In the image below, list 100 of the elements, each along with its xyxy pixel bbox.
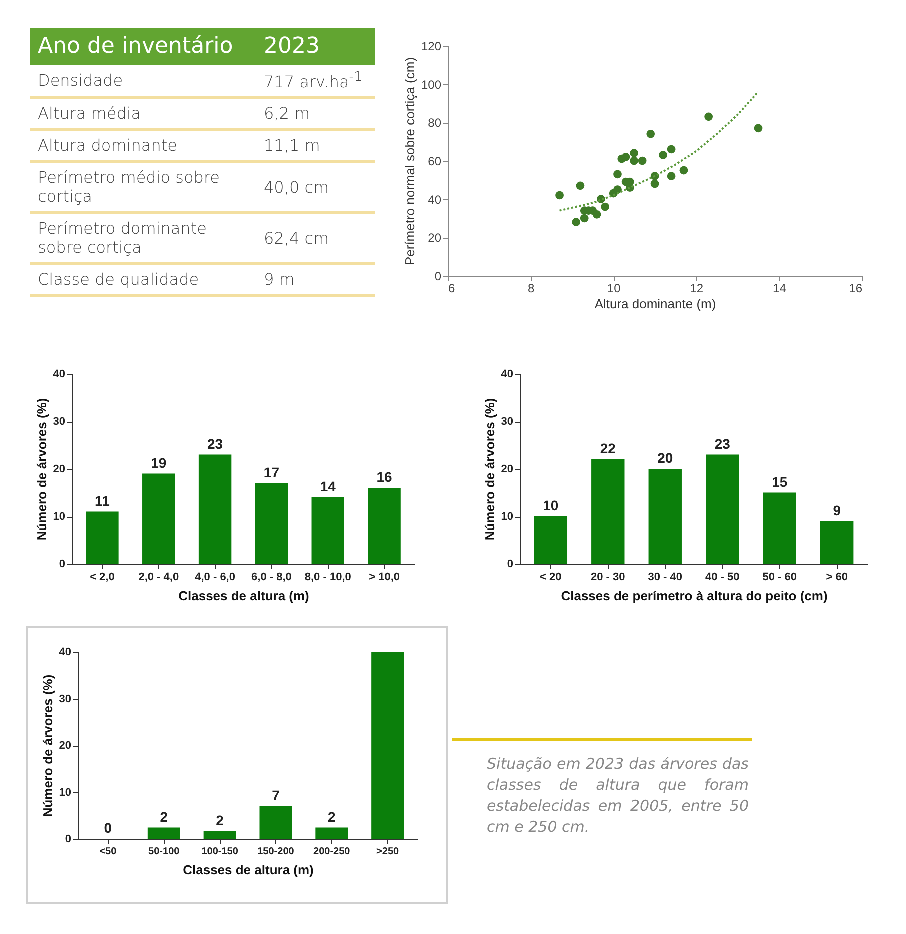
y-tick-label: 100 — [421, 78, 442, 92]
point — [667, 172, 676, 181]
x-axis-title: Classes de altura (m) — [178, 588, 310, 604]
x-tick-label: > 60 — [826, 572, 848, 584]
point — [614, 186, 622, 194]
y-tick-label: 10 — [59, 786, 72, 799]
x-tick-label: 4,0 - 6,0 — [195, 572, 236, 584]
point — [580, 214, 589, 223]
text: Perímetro médio sobre cortiça — [30, 162, 256, 213]
bar — [142, 474, 176, 564]
x-tick-label: 50-100 — [148, 846, 180, 858]
y-tick-label: 40 — [53, 368, 66, 380]
x-tick-label: >250 — [376, 846, 400, 858]
y-tick-label: 20 — [59, 740, 72, 752]
y-tick-label: 0 — [65, 834, 72, 846]
y-tick-label: 40 — [501, 368, 514, 380]
data-label: 16 — [376, 469, 393, 485]
data-label: 0 — [104, 820, 112, 836]
x-axis-title: Altura dominante (m) — [594, 296, 716, 312]
x-tick-label: 10 — [607, 282, 622, 296]
text: 9 m — [256, 264, 375, 296]
data-label: 2 — [216, 812, 224, 829]
y-tick-label: 80 — [428, 116, 442, 130]
x-tick-label: 40 - 50 — [705, 572, 740, 584]
point — [754, 124, 763, 133]
point — [650, 180, 660, 188]
y-axis-title: Número de árvores (%) — [34, 398, 50, 541]
x-tick-label: <50 — [100, 846, 118, 858]
data-label: 2 — [328, 808, 336, 825]
y-tick-label: 0 — [434, 270, 442, 284]
bar — [820, 521, 854, 564]
y-tick-label: 40 — [59, 646, 72, 658]
point — [704, 112, 714, 122]
y-tick-label: 30 — [59, 693, 72, 706]
y-axis-title: Perímetro normal sobre cortiça (cm) — [402, 57, 418, 266]
y-tick-label: 30 — [53, 416, 66, 428]
bar — [86, 512, 119, 564]
x-axis-title: Classes de perímetro à altura do peito (cm) — [561, 588, 828, 604]
point — [630, 156, 638, 166]
bar — [592, 460, 625, 564]
y-tick-label: 60 — [428, 154, 442, 168]
text: Altura média — [30, 98, 256, 130]
x-tick-label: 200-250 — [314, 846, 351, 858]
data-label: 23 — [208, 436, 224, 452]
data-label: 11 — [95, 492, 110, 509]
data-label: 23 — [714, 436, 731, 452]
point — [680, 166, 688, 175]
data-label: 7 — [272, 787, 280, 804]
x-tick-label: 20 - 30 — [591, 572, 626, 584]
point — [576, 182, 585, 190]
bar — [198, 454, 232, 564]
y-tick-label: 0 — [507, 558, 514, 570]
text: Situação em 2023 das árvores das classes de altura que foram estabelecidas em 2005, entre 50 cm e 250 cm. — [487, 754, 749, 838]
data-label: 10 — [543, 498, 559, 514]
bar — [148, 828, 180, 839]
point — [646, 130, 656, 138]
y-tick-label: 20 — [428, 231, 442, 246]
point — [592, 210, 602, 219]
x-tick-label: 100-150 — [202, 846, 239, 858]
bar — [204, 832, 236, 839]
data-label: 14 — [320, 478, 336, 494]
x-tick-label: 50 - 60 — [762, 572, 797, 584]
x-tick-label: < 2,0 — [90, 572, 115, 584]
data-label: 22 — [600, 440, 616, 456]
data-label: 17 — [264, 464, 280, 480]
y-tick-label: 0 — [59, 558, 66, 570]
x-axis-title: Classes de altura (m) — [183, 862, 314, 878]
data-label: 2 — [160, 808, 168, 825]
bar — [260, 806, 292, 839]
text: Classe de qualidade — [30, 264, 256, 296]
y-axis-title: Número de árvores (%) — [40, 674, 56, 818]
text: 717 arv.ha$^{-1}$ — [256, 65, 375, 98]
text: 6,2 m — [256, 98, 375, 130]
y-tick-label: 10 — [53, 511, 66, 523]
y-tick-label: 30 — [501, 416, 514, 428]
point — [556, 191, 564, 200]
bar — [368, 488, 401, 564]
point — [659, 151, 668, 160]
point — [622, 152, 630, 162]
y-tick-label: 20 — [501, 464, 514, 476]
data-label: 20 — [658, 450, 674, 466]
x-tick-label: 14 — [773, 282, 787, 296]
data-label: 19 — [151, 454, 167, 471]
text: 11,1 m — [256, 130, 375, 162]
x-tick-label: 150-200 — [258, 846, 295, 858]
bar — [255, 483, 288, 564]
data-label: 9 — [833, 502, 842, 518]
data-label: 15 — [772, 474, 788, 490]
text: Ano de inventário — [30, 28, 256, 65]
text: 62,4 cm — [256, 212, 375, 264]
point — [614, 170, 622, 179]
text: Perímetro dominante sobre cortiça — [30, 212, 256, 264]
y-tick-label: 10 — [501, 511, 514, 523]
x-tick-label: 8 — [528, 282, 535, 296]
text: Altura dominante — [30, 130, 256, 162]
point — [601, 202, 610, 212]
text: 40,0 cm — [256, 162, 375, 213]
text: Densidade — [30, 65, 256, 98]
y-tick-label: 40 — [428, 192, 442, 207]
x-tick-label: 12 — [690, 282, 704, 296]
